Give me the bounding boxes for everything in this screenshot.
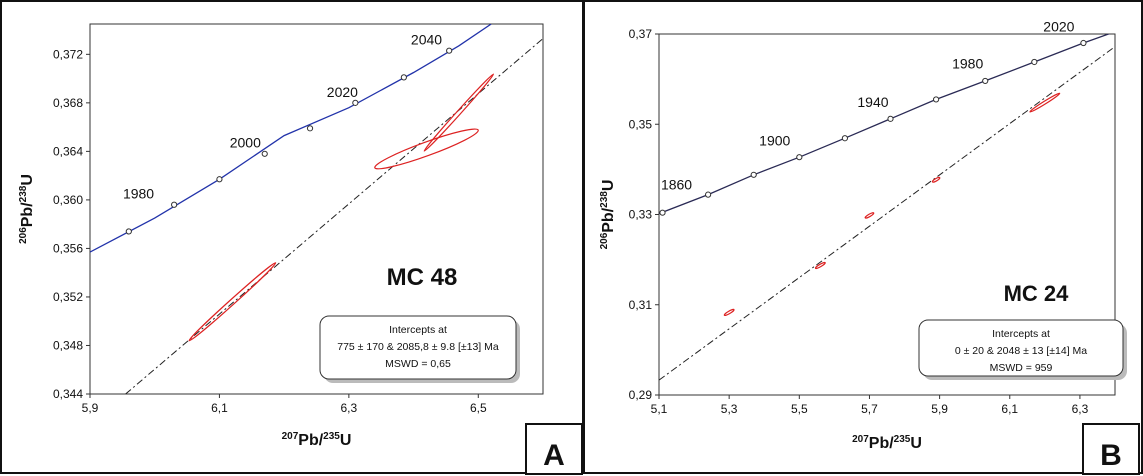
age-marker (659, 209, 666, 216)
discordia-line (125, 38, 543, 394)
age-marker (887, 115, 894, 122)
age-label: 2000 (230, 135, 261, 151)
age-label: 1900 (759, 132, 790, 148)
error-ellipse (374, 128, 479, 170)
x-tick-label: 5,3 (721, 402, 738, 416)
x-tick-label: 5,1 (651, 402, 668, 416)
age-label: 2020 (327, 84, 358, 100)
y-axis-label: 206Pb/238U (599, 180, 617, 250)
error-ellipse (423, 73, 495, 152)
y-tick-label: 0,35 (629, 117, 653, 131)
x-tick-label: 6,3 (1072, 402, 1089, 416)
age-marker (216, 176, 223, 183)
plot-area (90, 24, 543, 394)
x-tick-label: 5,9 (82, 401, 99, 415)
concordia-chart-a: 1980 2000 2020 2040 5,9 6,1 6,3 6,5 0,344 0,348 0,… (18, 23, 583, 475)
age-marker (446, 47, 453, 54)
error-ellipse (1029, 92, 1061, 113)
age-label: 1980 (123, 186, 154, 202)
error-ellipse (188, 262, 277, 342)
age-label: 1940 (857, 94, 888, 110)
y-tick-label: 0,29 (629, 388, 653, 402)
age-marker (933, 96, 940, 103)
error-ellipse (864, 212, 875, 219)
x-tick-label: 5,5 (791, 402, 808, 416)
age-marker (261, 150, 268, 157)
age-marker (400, 74, 407, 81)
age-marker (171, 201, 178, 208)
panel-letter: A (543, 439, 565, 472)
error-ellipse (723, 308, 735, 317)
info-line-1: Intercepts at (992, 328, 1050, 340)
y-tick-label: 0,31 (629, 298, 653, 312)
age-marker (796, 154, 803, 161)
panel-letter: B (1100, 439, 1122, 472)
x-tick-label: 6,1 (1001, 402, 1018, 416)
x-tick-label: 6,1 (211, 401, 228, 415)
plot-area (659, 34, 1115, 381)
info-line-1: Intercepts at (389, 324, 447, 336)
y-tick-label: 0,348 (53, 338, 83, 352)
age-label: 2040 (411, 32, 442, 48)
y-tick-label: 0,364 (53, 144, 83, 158)
discordia-line (659, 46, 1115, 381)
x-tick-label: 5,9 (931, 402, 948, 416)
panel-a: 1980 2000 2020 2040 5,9 6,1 6,3 6,5 0,344 0,348 0,… (0, 0, 584, 475)
age-marker (982, 77, 989, 85)
info-line-2: 775 ± 170 & 2085,8 ± 9.8 [±13] Ma (337, 341, 499, 353)
age-marker (352, 99, 359, 106)
age-marker (1080, 39, 1087, 47)
concordia-chart-b: 1860 1900 1940 1980 2020 5,1 5,3 5,5 5,7 5,9 6,1 6,… (599, 19, 1140, 475)
info-line-2: 0 ± 20 & 2048 ± 13 [±14] Ma (955, 345, 1087, 357)
y-tick-label: 0,356 (53, 241, 83, 255)
y-tick-label: 0,372 (53, 47, 83, 61)
info-box (918, 319, 1124, 377)
x-tick-label: 5,7 (861, 402, 878, 416)
info-line-3: MSWD = 0,65 (385, 358, 451, 370)
sample-name: MC 48 (387, 264, 458, 291)
x-tick-label: 6,3 (341, 401, 358, 415)
age-marker (705, 191, 712, 198)
age-marker (750, 171, 757, 178)
panel-letter-box (1082, 423, 1140, 475)
age-marker (306, 125, 314, 132)
y-tick-label: 0,368 (53, 96, 83, 110)
y-tick-label: 0,344 (53, 387, 83, 401)
x-axis-label: 207Pb/235U (282, 431, 352, 449)
y-axis-label: 206Pb/238U (18, 174, 36, 244)
error-ellipse (931, 176, 941, 183)
y-tick-label: 0,352 (53, 290, 83, 304)
age-label: 1860 (661, 177, 692, 193)
age-marker (1031, 58, 1038, 66)
age-label: 2020 (1043, 19, 1074, 35)
plot-frame (89, 23, 544, 395)
age-label: 1980 (952, 56, 983, 72)
sample-name: MC 24 (1004, 281, 1070, 306)
error-ellipse (814, 261, 826, 270)
y-tick-label: 0,37 (629, 27, 653, 41)
info-box (319, 315, 517, 380)
age-marker (841, 135, 849, 142)
age-marker (125, 228, 132, 235)
info-line-3: MSWD = 959 (990, 362, 1053, 374)
x-tick-label: 6,5 (470, 401, 487, 415)
x-axis-label: 207Pb/235U (852, 434, 922, 452)
concordia-curve (90, 24, 492, 253)
concordia-curve (659, 34, 1111, 215)
y-tick-label: 0,360 (53, 193, 83, 207)
y-tick-label: 0,33 (629, 208, 653, 222)
panel-b: 1860 1900 1940 1980 2020 5,1 5,3 5,5 5,7 5,9 6,1 6,… (584, 0, 1143, 475)
